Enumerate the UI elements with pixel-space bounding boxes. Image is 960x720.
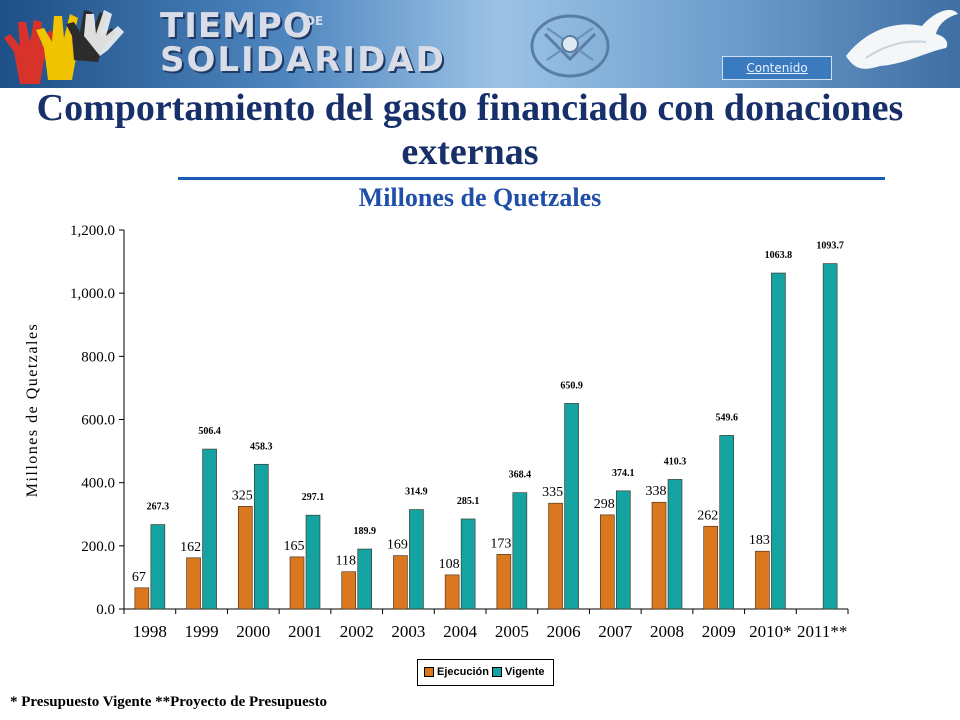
data-label-ejecucion: 169 [387,538,408,553]
bar-vigente [409,509,424,610]
legend-swatch-ejecucion [424,667,434,678]
data-label-vigente: 1093.7 [816,241,844,252]
data-label-ejecucion: 67 [132,570,146,585]
x-tick-label: 2003 [391,622,425,641]
data-label-ejecucion: 173 [490,536,511,551]
data-label-ejecucion: 162 [180,540,201,555]
x-tick-label: 2011** [797,622,847,641]
data-label-ejecucion: 325 [232,488,253,503]
data-label-vigente: 650.9 [560,380,583,391]
legend-item-vigente: Vigente [492,666,545,678]
data-label-vigente: 410.3 [664,456,687,467]
bar-vigente [305,514,321,610]
y-tick-label: 400.0 [81,476,115,492]
legend-label-vigente: Vigente [505,666,545,678]
bar-ejecucion [548,502,563,610]
bar-ejecucion [651,501,667,610]
data-label-vigente: 506.4 [198,426,221,437]
x-tick-label: 1998 [133,622,167,641]
y-tick-label: 800.0 [81,349,115,365]
bar-vigente [667,479,683,610]
data-label-vigente: 368.4 [509,470,532,481]
x-tick-label: 2006 [547,622,581,641]
data-label-vigente: 189.9 [353,526,376,537]
bar-vigente [357,548,373,610]
x-tick-label: 2007 [598,622,633,641]
legend-item-ejecucion: Ejecución [424,666,489,678]
bar-ejecucion [134,587,150,610]
footnote: * Presupuesto Vigente **Proyecto de Pres… [10,694,328,710]
legend-swatch-vigente [492,667,502,678]
bar-ejecucion [755,550,770,610]
x-tick-label: 1999 [185,622,219,641]
chart-subtitle: Millones de Quetzales [358,183,602,212]
y-tick-label: 200.0 [81,539,115,555]
bar-vigente [512,492,528,610]
x-tick-label: 2004 [443,622,478,641]
bar-ejecucion [289,556,305,610]
hands-logo-icon [4,10,124,84]
x-tick-label: 2009 [702,622,736,641]
bar-ejecucion [393,555,408,610]
header-banner: TIEMPO DE SOLIDARIDAD Contenido [0,0,960,88]
coat-of-arms-icon [530,14,610,78]
brand-title-de: DE [305,14,324,28]
bar-vigente [719,435,735,610]
data-label-vigente: 285.1 [457,496,480,507]
legend-label-ejecucion: Ejecución [437,666,489,678]
x-tick-label: 2010* [749,622,792,641]
y-tick-label: 1,000.0 [70,286,115,302]
data-label-ejecucion: 338 [646,484,667,499]
data-label-vigente: 314.9 [405,487,428,498]
chart-legend: Ejecución Vigente [417,659,554,686]
data-label-ejecucion: 335 [542,485,563,500]
bar-vigente [460,518,476,610]
data-label-ejecucion: 118 [335,554,355,569]
contenido-link[interactable]: Contenido [722,56,832,80]
y-tick-label: 0.0 [96,602,115,618]
data-label-vigente: 374.1 [612,468,635,479]
data-label-ejecucion: 165 [284,539,305,554]
data-label-ejecucion: 262 [697,508,718,523]
page-title: Comportamiento del gasto financiado con … [36,87,904,173]
bar-ejecucion [703,525,719,610]
data-label-vigente: 458.3 [250,441,273,452]
data-label-vigente: 267.3 [147,502,170,513]
title-divider [178,177,885,180]
data-label-ejecucion: 108 [439,557,460,572]
x-tick-label: 2000 [236,622,270,641]
y-tick-label: 600.0 [81,413,115,429]
data-label-ejecucion: 183 [749,533,770,548]
data-label-vigente: 1063.8 [765,250,793,261]
bar-ejecucion [444,574,460,610]
bar-vigente [615,490,631,610]
bar-vigente [771,272,786,610]
bar-vigente [202,448,217,610]
y-axis-label: Millones de Quetzales [24,323,41,498]
bar-ejecucion [599,514,615,610]
x-tick-label: 2002 [340,622,374,641]
dove-icon [846,10,958,69]
bar-ejecucion [237,506,253,610]
bar-ejecucion [341,571,357,610]
brand-title-line2: SOLIDARIDAD [160,40,446,80]
data-label-ejecucion: 298 [594,497,615,512]
y-tick-label: 1,200.0 [70,223,115,239]
bar-vigente [822,263,838,610]
x-tick-label: 2001 [288,622,322,641]
data-label-vigente: 297.1 [302,492,325,503]
data-label-vigente: 549.6 [715,412,738,423]
bar-ejecucion [496,554,512,610]
brand-title-line1: TIEMPO [160,6,313,46]
bar-vigente [253,463,269,610]
bar-ejecucion [186,557,201,610]
x-tick-label: 2008 [650,622,684,641]
x-tick-label: 2005 [495,622,529,641]
bar-vigente [150,524,166,610]
bar-vigente [564,403,579,610]
